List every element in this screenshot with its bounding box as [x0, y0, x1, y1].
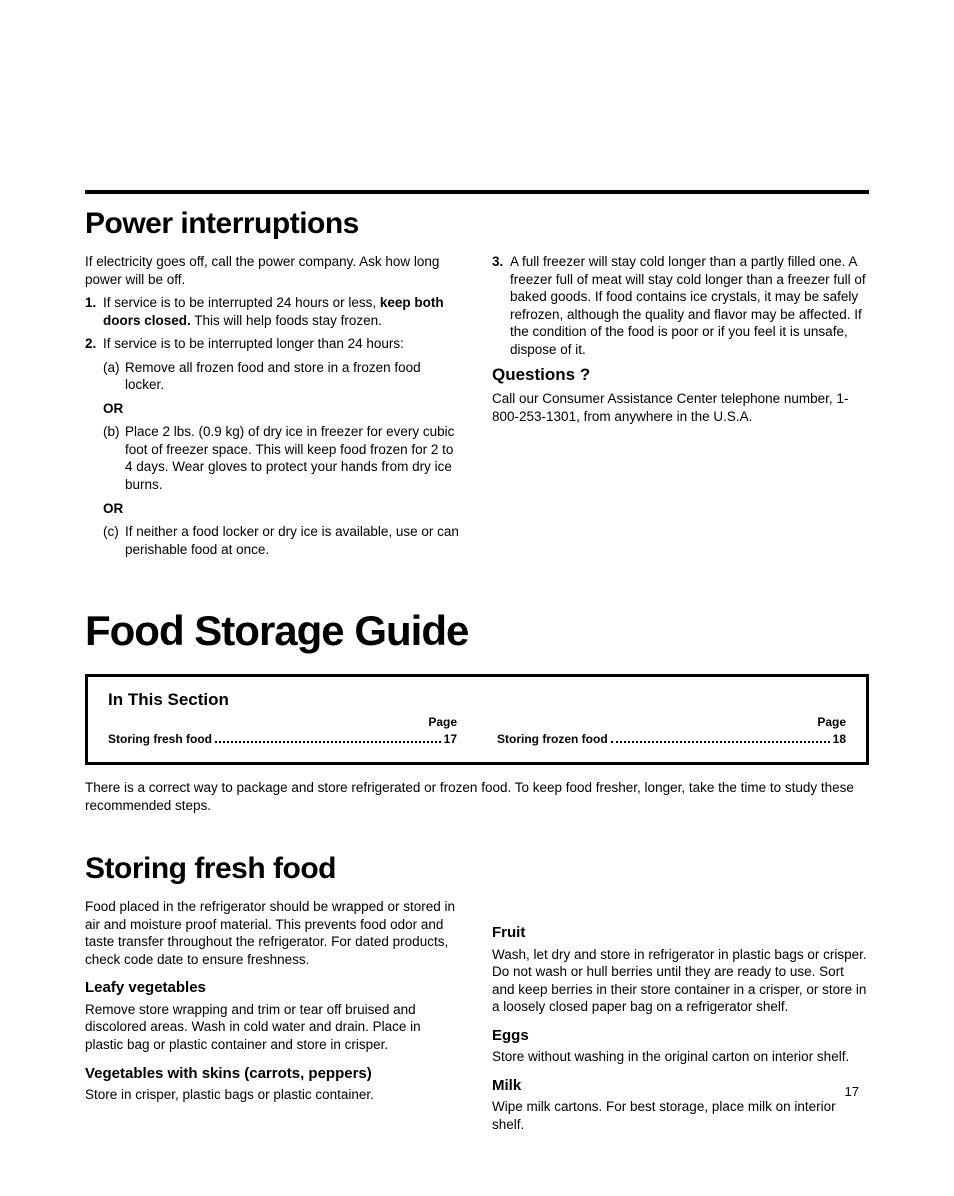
- sub-text: If neither a food locker or dry ice is a…: [125, 523, 462, 558]
- item-number: 3.: [492, 253, 510, 358]
- page-label: Page: [497, 715, 846, 731]
- leafy-heading: Leafy vegetables: [85, 978, 462, 998]
- toc-page: 18: [833, 732, 846, 748]
- fruit-body: Wash, let dry and store in refrigerator …: [492, 946, 869, 1016]
- sub-text: Remove all frozen food and store in a fr…: [125, 359, 462, 394]
- guide-intro: There is a correct way to package and st…: [85, 779, 869, 814]
- skins-heading: Vegetables with skins (carrots, peppers): [85, 1064, 462, 1084]
- leafy-body: Remove store wrapping and trim or tear o…: [85, 1001, 462, 1054]
- toc-col-right: Page Storing frozen food 18: [497, 715, 846, 748]
- toc-row-2: Storing frozen food 18: [497, 732, 846, 748]
- toc-page: 17: [444, 732, 457, 748]
- storing-columns: Food placed in the refrigerator should b…: [85, 898, 869, 1133]
- power-item-2a: (a) Remove all frozen food and store in …: [103, 359, 462, 394]
- spacer: [85, 824, 869, 849]
- in-this-section-title: In This Section: [108, 689, 846, 711]
- power-item-2c: (c) If neither a food locker or dry ice …: [103, 523, 462, 558]
- horizontal-rule: [85, 190, 869, 194]
- milk-heading: Milk: [492, 1076, 869, 1096]
- storing-intro: Food placed in the refrigerator should b…: [85, 898, 462, 968]
- page-number: 17: [845, 1084, 859, 1101]
- sub-label: (c): [103, 523, 125, 558]
- toc-col-left: Page Storing fresh food 17: [108, 715, 457, 748]
- power-col-left: If electricity goes off, call the power …: [85, 253, 462, 564]
- eggs-body: Store without washing in the original ca…: [492, 1048, 869, 1066]
- sub-text: Place 2 lbs. (0.9 kg) of dry ice in free…: [125, 423, 462, 493]
- item1-post: This will help foods stay frozen.: [191, 313, 382, 328]
- power-interruptions-heading: Power interruptions: [85, 204, 869, 243]
- item-number: 2.: [85, 335, 103, 353]
- toc-row-1: Storing fresh food 17: [108, 732, 457, 748]
- power-item-3: 3. A full freezer will stay cold longer …: [492, 253, 869, 358]
- fruit-heading: Fruit: [492, 923, 869, 943]
- toc-dots: [215, 741, 441, 743]
- storing-col-left: Food placed in the refrigerator should b…: [85, 898, 462, 1133]
- power-item-1: 1. If service is to be interrupted 24 ho…: [85, 294, 462, 329]
- item-number: 1.: [85, 294, 103, 329]
- power-col-right: 3. A full freezer will stay cold longer …: [492, 253, 869, 564]
- item-text: If service is to be interrupted 24 hours…: [103, 294, 462, 329]
- item-text: If service is to be interrupted longer t…: [103, 335, 462, 353]
- toc-dots: [611, 741, 830, 743]
- toc-label: Storing frozen food: [497, 732, 608, 748]
- skins-body: Store in crisper, plastic bags or plasti…: [85, 1086, 462, 1104]
- or-divider: OR: [103, 400, 462, 418]
- page-label: Page: [108, 715, 457, 731]
- sub-label: (b): [103, 423, 125, 493]
- power-columns: If electricity goes off, call the power …: [85, 253, 869, 564]
- power-item-2b: (b) Place 2 lbs. (0.9 kg) of dry ice in …: [103, 423, 462, 493]
- milk-body: Wipe milk cartons. For best storage, pla…: [492, 1098, 869, 1133]
- spacer: [492, 898, 869, 913]
- power-intro: If electricity goes off, call the power …: [85, 253, 462, 288]
- toc-columns: Page Storing fresh food 17 Page Storing …: [108, 715, 846, 748]
- toc-label: Storing fresh food: [108, 732, 212, 748]
- questions-body: Call our Consumer Assistance Center tele…: [492, 390, 869, 425]
- storing-col-right: Fruit Wash, let dry and store in refrige…: [492, 898, 869, 1133]
- in-this-section-box: In This Section Page Storing fresh food …: [85, 674, 869, 765]
- eggs-heading: Eggs: [492, 1026, 869, 1046]
- power-item-2: 2. If service is to be interrupted longe…: [85, 335, 462, 353]
- food-storage-guide-heading: Food Storage Guide: [85, 604, 869, 659]
- storing-fresh-food-heading: Storing fresh food: [85, 849, 869, 888]
- item-text: A full freezer will stay cold longer tha…: [510, 253, 869, 358]
- questions-heading: Questions ?: [492, 364, 869, 386]
- item1-pre: If service is to be interrupted 24 hours…: [103, 295, 380, 310]
- sub-label: (a): [103, 359, 125, 394]
- or-divider: OR: [103, 500, 462, 518]
